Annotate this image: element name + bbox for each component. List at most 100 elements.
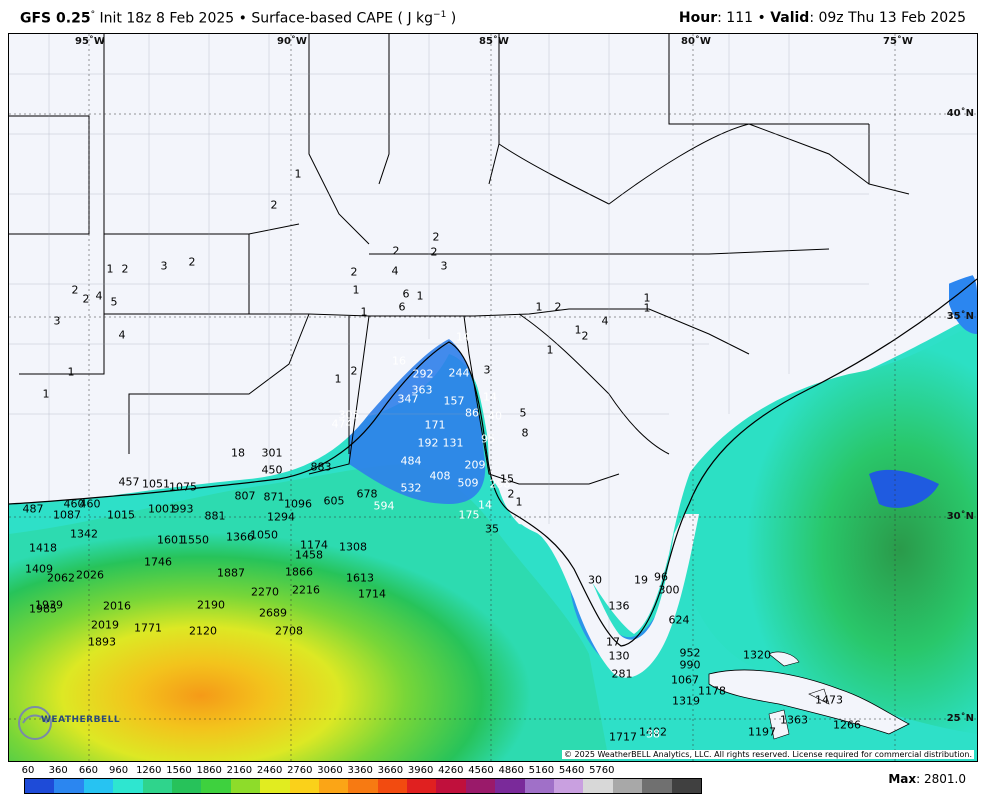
cape-value-label: 2 [188, 255, 196, 269]
cape-value-label: 807 [234, 489, 256, 503]
colorbar-tick-label: 4560 [468, 765, 494, 776]
cape-value-label: 1418 [29, 541, 57, 555]
cape-value-label: 4 [391, 264, 399, 278]
colorbar-segment [54, 779, 85, 793]
init-time: Init 18z 8 Feb 2025 [99, 10, 235, 27]
cape-value-label: 2 [270, 198, 278, 212]
lat-label: 25˚N [946, 713, 974, 724]
colorbar-tick-label: 4860 [498, 765, 524, 776]
weatherbell-logo: WEATHERBELL [15, 703, 120, 743]
cape-value-label: 2216 [292, 583, 320, 597]
cape-value-label: 1342 [70, 527, 98, 541]
colorbar [24, 778, 702, 794]
cape-value-label: 1 [515, 495, 523, 509]
cape-value-label: 301 [261, 446, 283, 460]
cape-value-label: 1319 [672, 694, 700, 708]
cape-value-label: 30 [588, 573, 602, 587]
cape-value-label: 6 [402, 287, 410, 301]
cape-value-label: 1 [574, 323, 582, 337]
cape-value-label: 1 [643, 301, 651, 315]
colorbar-segment [377, 779, 408, 793]
cape-value-label: 2019 [91, 618, 119, 632]
valid-value: : 09z Thu 13 Feb 2025 [809, 10, 966, 26]
lon-label: 80˚W [681, 36, 711, 47]
cape-value-label: 1 [106, 262, 114, 276]
cape-value-label: 1 [334, 372, 342, 386]
colorbar-segment [260, 779, 291, 793]
colorbar-segment [524, 779, 555, 793]
cape-value-label: 1051 [142, 477, 170, 491]
colorbar-segment [142, 779, 173, 793]
cape-value-label: 18 [231, 446, 245, 460]
cape-value-label: 871 [263, 490, 285, 504]
cape-value-label: 2 [554, 300, 562, 314]
max-label: Max [888, 772, 917, 786]
cape-value-label: 450 [261, 463, 283, 477]
colorbar-segment [171, 779, 202, 793]
colorbar-tick-label: 2160 [226, 765, 253, 776]
cape-value-label: 2708 [275, 624, 303, 638]
map-canvas [9, 34, 977, 761]
cape-value-label: 19 [634, 573, 648, 587]
cape-value-label: 1409 [25, 562, 53, 576]
colorbar-tick-label: 60 [21, 765, 35, 776]
cape-value-label: 1 [352, 283, 360, 297]
cape-value-label: 4 [95, 289, 103, 303]
cape-value-label: 175 [458, 508, 480, 522]
model-name: GFS 0.25 [20, 10, 91, 27]
cape-value-label: 1 [294, 167, 302, 181]
cuba-landmass [708, 669, 910, 735]
cape-value-label: 171 [424, 418, 446, 432]
cape-value-label: 2 [71, 283, 79, 297]
colorbar-tick-label: 2460 [256, 765, 283, 776]
cape-value-label: 300 [658, 583, 680, 597]
colorbar-segment [289, 779, 320, 793]
hour-label: Hour [678, 10, 718, 26]
cape-value-label: 38 [646, 727, 660, 741]
cape-value-label: 2 [350, 265, 358, 279]
cape-value-label: 487 [22, 502, 44, 516]
cape-value-label: 95 [481, 432, 495, 446]
georgia-alabama-cape [349, 339, 486, 504]
lat-label: 40˚N [946, 108, 974, 119]
chart-title: GFS 0.25° Init 18z 8 Feb 2025 • Surface-… [20, 10, 457, 27]
cape-value-label: 408 [429, 469, 451, 483]
cape-value-label: 40 [488, 409, 502, 423]
cape-value-label: 1075 [169, 480, 197, 494]
cape-value-label: 457 [118, 475, 140, 489]
logo-icon [18, 706, 52, 740]
cape-value-label: 990 [679, 658, 701, 672]
colorbar-segment [583, 779, 614, 793]
colorbar-segment [465, 779, 496, 793]
lon-label: 75˚W [883, 36, 913, 47]
cape-value-label: 1939 [35, 598, 63, 612]
cape-value-label: 1771 [134, 621, 162, 635]
cape-value-label: 5 [519, 406, 527, 420]
cape-value-label: 2 [432, 230, 440, 244]
colorbar-tick-label: 1860 [196, 765, 222, 776]
cape-value-label: 1 [643, 291, 651, 305]
colorbar-segment [113, 779, 144, 793]
colorbar-segment [436, 779, 467, 793]
cape-value-label: 1746 [144, 555, 172, 569]
atlantic-low-cape [869, 469, 939, 508]
cape-value-label: 2 [82, 292, 90, 306]
cape-value-label: 2689 [259, 606, 287, 620]
colorbar-tick-label: 660 [78, 765, 98, 776]
cape-value-label: 2 [392, 244, 400, 258]
cape-value-label: 474 [331, 417, 353, 431]
cape-value-label: 347 [397, 392, 419, 406]
cape-value-label: 460 [63, 497, 85, 511]
colorbar-segment [318, 779, 349, 793]
cape-value-label: 305 [338, 408, 360, 422]
cape-value-label: 96 [654, 570, 668, 584]
cape-value-label: 460 [79, 497, 101, 511]
cape-value-label: 136 [608, 599, 630, 613]
county-boundaries [9, 34, 977, 634]
cape-value-label: 1458 [295, 548, 323, 562]
colorbar-segment [612, 779, 643, 793]
cape-value-label: 2190 [197, 598, 225, 612]
offshore-low-cape [949, 270, 977, 334]
cape-value-label: 2016 [103, 599, 131, 613]
cape-value-label: 1178 [698, 684, 726, 698]
